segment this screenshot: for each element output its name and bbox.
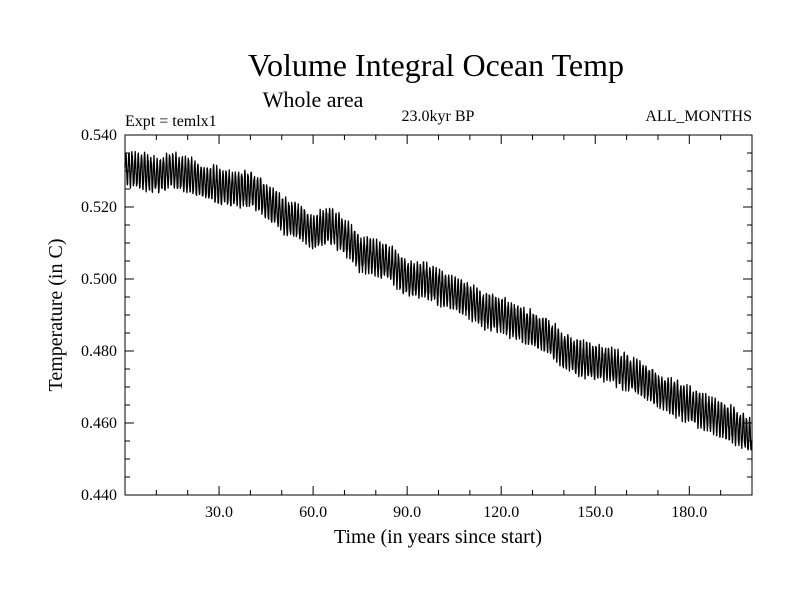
y-tick-label: 0.460 — [81, 415, 117, 432]
y-tick-label: 0.440 — [81, 487, 117, 504]
period-label: 23.0kyr BP — [402, 108, 475, 125]
y-tick-label: 0.540 — [81, 127, 117, 144]
x-tick-label: 180.0 — [671, 504, 707, 521]
y-axis: 0.440 0.460 0.480 0.500 0.520 0.540 — [81, 127, 752, 504]
series-line-ocean-temp — [124, 150, 753, 451]
y-axis-label: Temperature (in C) — [45, 239, 67, 392]
x-tick-label: 30.0 — [205, 504, 233, 521]
x-axis-label: Time (in years since start) — [334, 526, 542, 548]
x-tick-label: 150.0 — [577, 504, 613, 521]
chart-subtitle: Whole area — [263, 87, 364, 112]
x-axis: 30.0 60.0 90.0 120.0 150.0 180.0 — [155, 135, 722, 521]
x-tick-label: 90.0 — [393, 504, 421, 521]
y-tick-label: 0.480 — [81, 343, 117, 360]
experiment-label: Expt = temlx1 — [125, 113, 217, 130]
x-tick-label: 120.0 — [483, 504, 519, 521]
x-tick-label: 60.0 — [299, 504, 327, 521]
y-tick-label: 0.500 — [81, 271, 117, 288]
months-label: ALL_MONTHS — [645, 108, 752, 125]
y-tick-label: 0.520 — [81, 199, 117, 216]
plot-area — [124, 150, 753, 451]
chart-title: Volume Integral Ocean Temp — [248, 47, 624, 83]
